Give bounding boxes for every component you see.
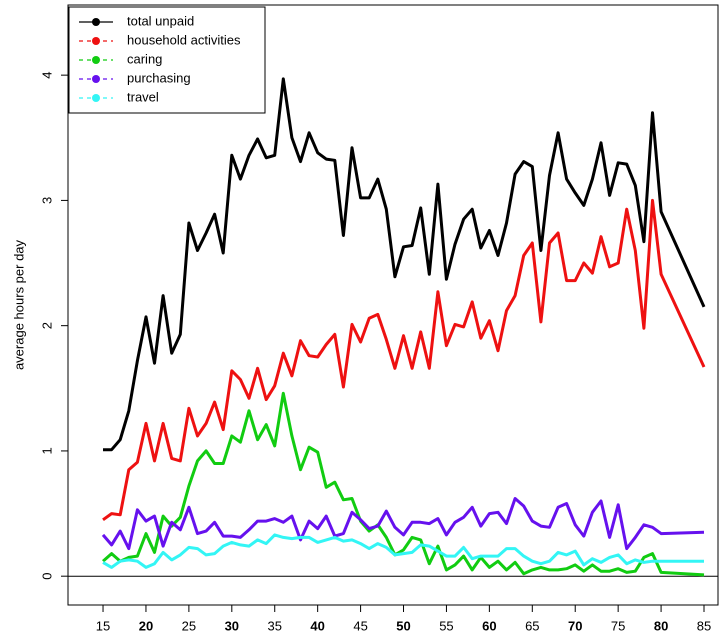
x-tick-label: 60: [482, 618, 496, 633]
x-tick-label: 15: [96, 618, 110, 633]
plot-frame: [67, 4, 719, 606]
y-tick-label: 0: [39, 573, 54, 580]
x-tick-label: 30: [225, 618, 239, 633]
legend-marker: [92, 94, 100, 102]
legend-box: [68, 6, 266, 114]
x-tick-label: 45: [353, 618, 367, 633]
x-tick-label: 40: [310, 618, 324, 633]
x-tick-label: 75: [611, 618, 625, 633]
x-tick-label: 65: [525, 618, 539, 633]
legend-label: total unpaid: [127, 13, 194, 28]
legend-marker: [92, 37, 100, 45]
legend-label: travel: [127, 89, 159, 104]
series-line: [101, 497, 705, 551]
x-tick-label: 25: [182, 618, 196, 633]
x-tick-label: 35: [268, 618, 282, 633]
x-tick-label: 55: [439, 618, 453, 633]
y-tick-label: 1: [39, 447, 54, 454]
series-line: [102, 198, 706, 522]
legend-marker: [92, 56, 100, 64]
series-line: [102, 391, 705, 577]
legend-label: household activities: [127, 32, 241, 47]
legend-marker: [92, 18, 100, 26]
series-line: [102, 533, 704, 569]
y-tick-label: 3: [39, 197, 54, 204]
x-tick-label: 70: [568, 618, 582, 633]
x-tick-label: 20: [139, 618, 153, 633]
x-tick-label: 50: [396, 618, 410, 633]
legend-label: caring: [127, 51, 162, 66]
legend-marker: [92, 75, 100, 83]
x-tick-label: 85: [697, 618, 711, 633]
legend-label: purchasing: [127, 70, 191, 85]
series-line: [103, 77, 706, 452]
x-tick-label: 80: [654, 618, 668, 633]
y-tick-label: 2: [39, 322, 54, 329]
y-axis-label: average hours per day: [11, 239, 26, 370]
y-tick-label: 4: [39, 72, 54, 79]
